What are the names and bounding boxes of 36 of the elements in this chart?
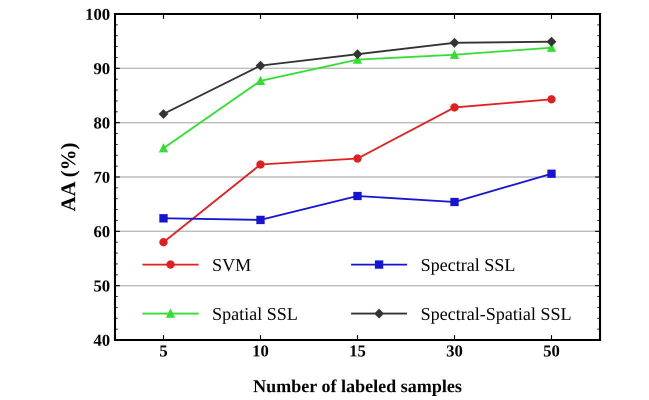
point — [256, 216, 265, 224]
point — [159, 238, 168, 246]
x-tick-label: 30 — [446, 345, 462, 357]
point — [450, 38, 460, 48]
point — [353, 192, 362, 200]
legend-label: SVM — [213, 258, 251, 272]
y-tick-label: 80 — [94, 117, 110, 129]
point — [256, 76, 265, 85]
y-tick-label: 40 — [94, 334, 110, 346]
point — [450, 50, 459, 59]
point — [352, 50, 362, 59]
y-tick-label: 90 — [94, 63, 110, 74]
legend-label: Spatial SSL — [213, 307, 297, 324]
x-tick-label: 50 — [544, 345, 560, 357]
y-tick-label: 50 — [94, 280, 110, 292]
point — [353, 154, 362, 163]
point — [450, 198, 459, 206]
point — [256, 160, 265, 169]
point — [159, 144, 168, 152]
legend-label: Spectral SSL — [422, 258, 514, 275]
y-tick-label: 70 — [94, 172, 110, 183]
x-tick-label: 15 — [350, 345, 366, 357]
point — [159, 214, 168, 222]
point — [546, 37, 556, 46]
legend-label: Spectral-Spatial SSL — [422, 307, 570, 324]
x-tick-label: 10 — [254, 345, 268, 357]
point — [256, 60, 266, 70]
point — [547, 170, 556, 178]
point — [450, 103, 459, 112]
point — [547, 95, 556, 104]
x-tick-label: 5 — [160, 346, 168, 357]
y-axis-title: AA (%) — [60, 143, 80, 212]
y-tick-label: 100 — [86, 8, 110, 20]
point — [158, 109, 168, 119]
x-axis-title: Number of labeled samples — [253, 379, 462, 396]
y-tick-label: 60 — [94, 226, 110, 238]
